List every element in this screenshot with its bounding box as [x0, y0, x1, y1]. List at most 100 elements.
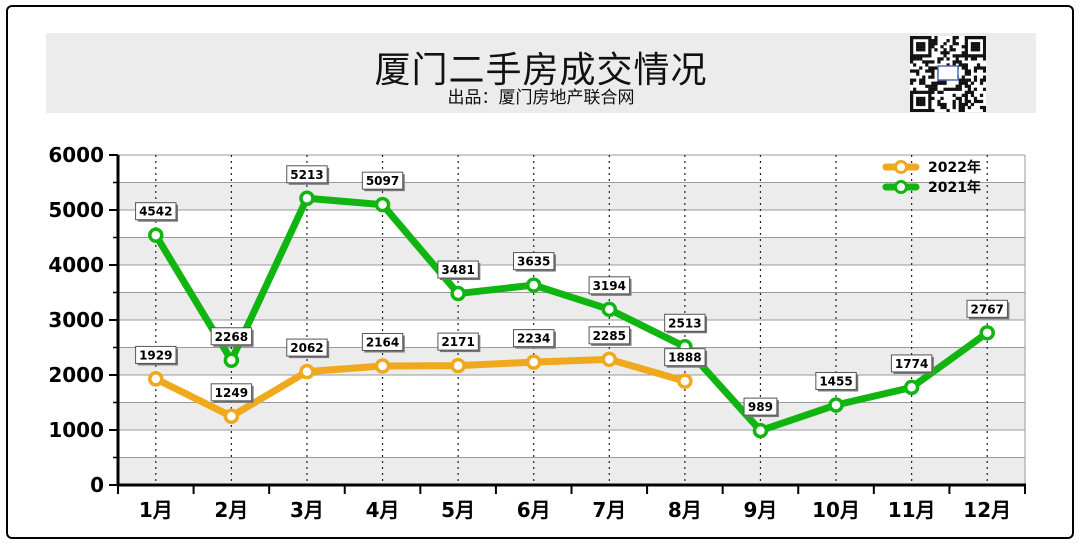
data-label: 2171	[437, 332, 481, 353]
qr-module	[910, 96, 914, 101]
data-label: 3635	[513, 252, 556, 272]
data-label: 1929	[135, 345, 178, 366]
qr-module	[910, 60, 914, 64]
data-point	[148, 227, 164, 243]
qr-module	[964, 72, 968, 76]
data-label: 2285	[588, 326, 632, 346]
qr-module	[976, 63, 981, 67]
data-point	[979, 325, 995, 341]
qr-module	[925, 63, 929, 67]
qr-module	[973, 57, 978, 61]
qr-module	[913, 54, 917, 58]
qr-module	[964, 51, 968, 55]
qr-module	[922, 99, 926, 104]
qr-module	[943, 54, 947, 58]
qr-module	[928, 75, 932, 79]
qr-module	[970, 36, 975, 40]
qr-module	[931, 90, 935, 94]
qr-module	[937, 102, 941, 107]
data-label-box	[286, 338, 328, 357]
qr-module	[976, 66, 981, 70]
qr-module	[970, 48, 975, 52]
legend-swatch-marker	[894, 160, 908, 174]
qr-module	[973, 78, 978, 82]
data-label-text: 1455	[819, 374, 852, 388]
qr-module	[958, 63, 962, 67]
qr-module	[964, 54, 968, 58]
qr-module	[964, 36, 968, 40]
qr-module	[970, 81, 975, 85]
qr-module	[922, 108, 926, 112]
qr-module	[955, 54, 959, 58]
data-label: 2062	[286, 338, 330, 359]
qr-module	[928, 69, 932, 73]
qr-module	[931, 69, 935, 73]
qr-module	[955, 57, 959, 61]
qr-module	[931, 45, 935, 49]
qr-module	[955, 96, 959, 101]
qr-module	[973, 69, 978, 73]
qr-module	[910, 93, 914, 97]
qr-module	[919, 57, 923, 61]
qr-module	[910, 39, 914, 43]
qr-module	[913, 90, 917, 94]
qr-module	[961, 78, 965, 82]
data-label-box	[437, 260, 479, 279]
qr-module	[943, 48, 947, 52]
qr-module	[916, 69, 920, 73]
y-tick-label: 6000	[48, 143, 104, 167]
qr-module	[928, 87, 932, 91]
data-label: 3481	[437, 260, 481, 281]
qr-module	[913, 57, 917, 61]
x-tick-label: 12月	[963, 498, 1011, 522]
qr-logo-mark	[937, 65, 959, 81]
qr-module	[919, 81, 923, 85]
grid-band	[118, 457, 1025, 485]
x-tick-label: 4月	[366, 498, 400, 522]
qr-module	[928, 36, 932, 40]
qr-module	[919, 96, 923, 101]
x-tick-label: 6月	[517, 498, 551, 522]
qr-module	[943, 105, 947, 110]
qr-module	[955, 42, 959, 46]
qr-module	[934, 66, 938, 70]
qr-module	[976, 99, 981, 104]
qr-module	[973, 48, 978, 52]
qr-module	[982, 39, 986, 43]
qr-module	[964, 93, 968, 97]
qr-module	[967, 69, 971, 73]
data-label-box	[513, 252, 555, 271]
qr-module	[973, 54, 978, 58]
qr-module	[952, 99, 956, 104]
qr-module	[922, 102, 926, 107]
x-tick-label: 9月	[743, 498, 777, 522]
series-line	[152, 194, 991, 435]
qr-module	[919, 48, 923, 52]
qr-module	[925, 90, 929, 94]
qr-module	[952, 54, 956, 58]
qr-module	[925, 108, 929, 112]
data-label-text: 2062	[290, 341, 323, 355]
qr-module	[952, 42, 956, 46]
qr-module	[958, 87, 962, 91]
qr-module	[973, 42, 978, 46]
qr-module	[916, 108, 920, 112]
qr-module	[979, 81, 984, 85]
qr-module	[952, 48, 956, 52]
qr-module	[937, 60, 941, 64]
chart-subtitle: 出品：厦门房地产联合网	[447, 88, 635, 108]
qr-module	[940, 105, 944, 110]
qr-module	[910, 48, 914, 52]
qr-module	[928, 93, 932, 97]
qr-module	[964, 90, 968, 94]
qr-module	[952, 105, 956, 110]
qr-module	[958, 99, 962, 104]
data-label-text: 3481	[441, 263, 474, 277]
qr-module	[925, 69, 929, 73]
qr-module	[913, 69, 917, 73]
qr-module	[970, 93, 975, 97]
qr-module	[913, 63, 917, 67]
qr-module	[922, 75, 926, 79]
x-tick-label: 1月	[139, 498, 173, 522]
qr-module	[925, 36, 929, 40]
